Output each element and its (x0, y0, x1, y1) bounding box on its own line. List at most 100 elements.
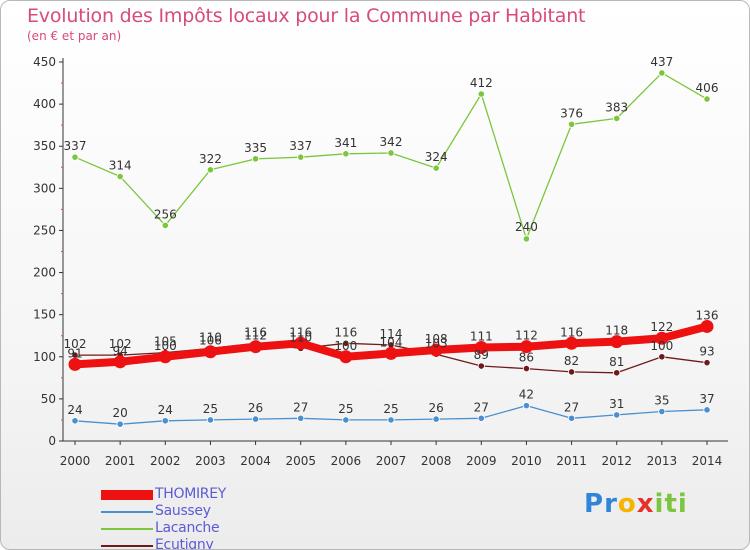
series-layer (68, 69, 714, 428)
proxiti-logo: Proxiti (584, 489, 688, 519)
data-point-thomirey (339, 350, 353, 364)
data-point-thomirey (474, 341, 488, 355)
x-tick-label: 2003 (195, 454, 226, 468)
data-label-ecutigny: 82 (564, 354, 579, 368)
data-label-lacanche: 376 (560, 106, 583, 120)
data-label-thomirey: 118 (605, 324, 628, 338)
data-point-thomirey (294, 336, 308, 350)
data-label-ecutigny: 116 (244, 325, 267, 339)
data-point-thomirey (519, 340, 533, 354)
data-label-lacanche: 341 (334, 136, 357, 150)
x-tick-label: 2000 (60, 454, 91, 468)
y-tick-label: 50 (41, 392, 56, 406)
x-tick-label: 2001 (105, 454, 136, 468)
data-label-thomirey: 100 (154, 339, 177, 353)
data-label-lacanche: 406 (696, 81, 719, 95)
y-tick-label: 400 (33, 97, 56, 111)
data-point-thomirey (68, 357, 82, 371)
data-label-ecutigny: 102 (64, 337, 87, 351)
x-tick-label: 2010 (511, 454, 542, 468)
data-point-ecutigny (342, 339, 350, 347)
data-label-ecutigny: 81 (609, 355, 624, 369)
data-point-saussey (613, 411, 621, 419)
data-label-saussey: 27 (474, 400, 489, 414)
data-point-thomirey (655, 331, 669, 345)
data-point-lacanche (658, 69, 666, 77)
data-point-thomirey (429, 343, 443, 357)
y-tick-label: 0 (48, 434, 56, 448)
data-label-ecutigny: 105 (154, 335, 177, 349)
data-point-lacanche (161, 221, 169, 229)
data-point-lacanche (251, 155, 260, 163)
data-point-lacanche (71, 153, 79, 161)
x-tick-label: 2008 (421, 454, 452, 468)
data-label-saussey: 35 (654, 394, 669, 408)
legend-label: Lacanche (155, 520, 220, 536)
logo-letter: i (654, 489, 665, 519)
data-label-lacanche: 412 (470, 76, 493, 90)
logo-letter: t (664, 489, 678, 519)
y-tick-label: 150 (33, 308, 56, 322)
data-point-saussey (206, 416, 215, 424)
data-label-ecutigny: 102 (109, 337, 132, 351)
data-point-thomirey (113, 355, 127, 369)
x-tick-label: 2004 (240, 454, 271, 468)
x-tick-label: 2006 (331, 454, 362, 468)
data-label-thomirey: 91 (67, 346, 82, 360)
chart-title: Evolution des Impôts locaux pour la Comm… (27, 5, 586, 27)
logo-letter: r (604, 489, 618, 519)
data-label-thomirey: 108 (425, 332, 448, 346)
data-label-saussey: 27 (564, 400, 579, 414)
data-label-thomirey: 112 (244, 329, 267, 343)
x-tick-label: 2014 (692, 454, 723, 468)
data-label-saussey: 42 (519, 388, 534, 402)
x-tick-label: 2005 (285, 454, 316, 468)
data-label-thomirey: 112 (515, 329, 538, 343)
legend-label: Saussey (155, 503, 211, 519)
x-tick-label: 2002 (150, 454, 181, 468)
data-point-saussey (658, 407, 666, 416)
chart-subtitle: (en € et par an) (27, 29, 122, 43)
data-label-saussey: 20 (113, 406, 128, 420)
data-label-saussey: 37 (699, 392, 714, 406)
data-label-ecutigny: 110 (289, 330, 312, 344)
data-point-lacanche (206, 166, 215, 174)
data-label-ecutigny: 93 (699, 345, 714, 359)
data-label-ecutigny: 100 (650, 339, 673, 353)
data-point-saussey (477, 414, 485, 422)
x-tick-label: 2013 (647, 454, 678, 468)
legend-swatch (101, 544, 153, 547)
data-point-ecutigny (522, 364, 531, 373)
data-label-thomirey: 106 (199, 334, 222, 348)
logo-letter: P (584, 489, 605, 519)
data-point-saussey (116, 420, 124, 428)
data-point-thomirey (610, 335, 624, 349)
data-point-saussey (71, 417, 79, 425)
data-label-lacanche: 314 (109, 159, 132, 173)
data-point-thomirey (384, 346, 398, 360)
data-point-thomirey (158, 350, 172, 364)
data-point-ecutigny (567, 368, 576, 376)
x-tick-label: 2011 (556, 454, 587, 468)
data-point-saussey (251, 415, 260, 423)
y-tick-label: 250 (33, 223, 56, 237)
data-point-saussey (342, 416, 350, 424)
data-point-lacanche (567, 120, 576, 128)
data-point-saussey (297, 414, 305, 422)
data-point-thomirey (249, 340, 263, 354)
data-label-lacanche: 322 (199, 152, 222, 166)
data-point-ecutigny (477, 362, 485, 370)
data-label-lacanche: 256 (154, 207, 177, 221)
logo-letter: o (617, 489, 637, 519)
data-label-thomirey: 104 (380, 335, 403, 349)
data-label-saussey: 26 (248, 401, 263, 415)
data-label-ecutigny: 116 (334, 325, 357, 339)
data-label-lacanche: 324 (425, 150, 448, 164)
legend-swatch (101, 510, 153, 513)
data-point-ecutigny (658, 353, 666, 361)
data-label-saussey: 31 (609, 397, 624, 411)
data-label-saussey: 26 (429, 401, 444, 415)
data-label-thomirey: 111 (470, 330, 493, 344)
legend-swatch (101, 489, 153, 500)
legend-label: Ecutigny (155, 537, 214, 550)
